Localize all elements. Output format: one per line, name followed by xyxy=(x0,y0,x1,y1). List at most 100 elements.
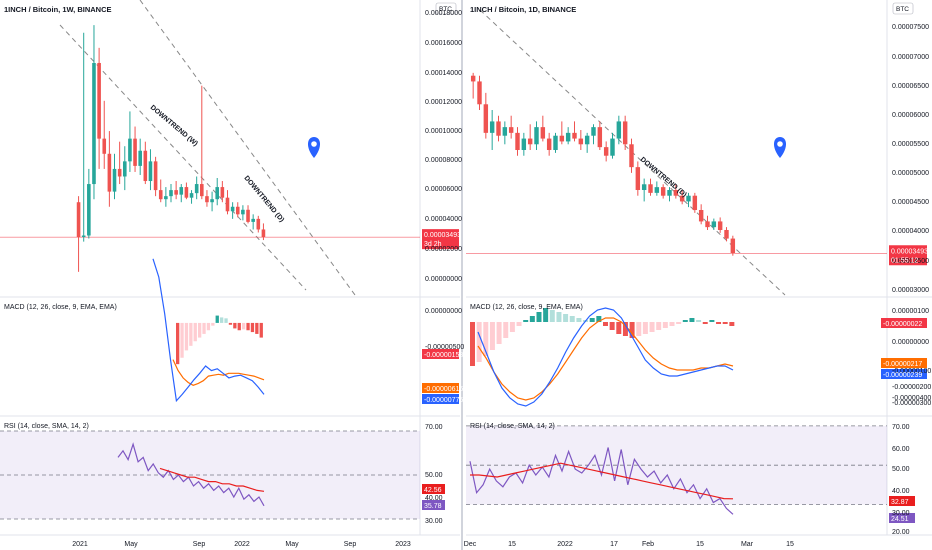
macd-value-badge xyxy=(881,318,927,328)
macd-signal-line xyxy=(172,359,265,386)
chart-title: 1INCH / Bitcoin, 1W, BINANCE xyxy=(4,5,112,14)
macd-histogram-bar xyxy=(496,322,502,344)
candle xyxy=(686,195,691,202)
rsi-axis-label: 50.00 xyxy=(425,472,443,479)
candle xyxy=(654,187,660,193)
candle xyxy=(194,184,199,194)
macd-histogram-bar xyxy=(729,322,735,326)
candle xyxy=(489,121,495,133)
macd-histogram-bar xyxy=(228,322,233,325)
candle xyxy=(635,167,641,190)
macd-histogram-bar xyxy=(576,318,582,322)
macd-histogram-bar xyxy=(259,322,263,338)
price-axis-label: 0.00002000 xyxy=(425,246,462,253)
candle xyxy=(578,138,584,145)
macd-value: -0.00000158 xyxy=(424,352,463,359)
price-axis-label: 0.00007000 xyxy=(892,54,929,61)
macd-histogram-bar xyxy=(255,322,259,334)
candle xyxy=(158,190,163,200)
candle xyxy=(235,206,240,215)
macd-histogram-bar xyxy=(669,322,675,326)
time-axis-label: Dec xyxy=(464,541,477,548)
price-axis-label: 0.00004000 xyxy=(892,228,929,235)
location-pin-icon[interactable] xyxy=(307,137,321,158)
macd-histogram-bar xyxy=(189,322,193,346)
candle xyxy=(241,209,245,215)
currency-badge[interactable] xyxy=(435,2,457,15)
macd-histogram-bar xyxy=(237,322,241,331)
macd-axis-label: -0.00000300 xyxy=(892,400,931,407)
macd-histogram-bar xyxy=(563,314,569,322)
macd-histogram-bar xyxy=(603,322,608,326)
candle xyxy=(679,195,685,202)
time-axis-label: Sep xyxy=(193,541,206,548)
macd-histogram-bar xyxy=(716,322,722,324)
time-axis-label: 17 xyxy=(610,541,618,548)
location-pin-dot xyxy=(777,141,783,147)
macd-histogram-bar xyxy=(180,322,184,358)
macd-histogram-bar xyxy=(176,322,180,365)
macd-histogram-bar xyxy=(609,322,615,330)
price-axis-label: 0.00005000 xyxy=(892,170,929,177)
rsi-line xyxy=(469,447,734,515)
candle xyxy=(246,209,250,222)
time-axis-label: 15 xyxy=(696,541,704,548)
macd-histogram-bar xyxy=(242,322,246,330)
rsi-axis-label: 40.00 xyxy=(892,488,910,495)
rsi-axis-label: 30.00 xyxy=(892,510,910,517)
macd-signal-line xyxy=(477,317,734,401)
macd-value: -0.00000239 xyxy=(883,372,922,379)
currency-badge[interactable] xyxy=(892,2,914,15)
price-axis-label: 0.00006500 xyxy=(892,83,929,90)
rsi-line xyxy=(117,442,265,507)
candle xyxy=(122,161,127,177)
macd-histogram-bar xyxy=(556,312,562,322)
macd-histogram-bar xyxy=(676,322,682,324)
macd-histogram-bar xyxy=(596,316,602,322)
macd-histogram-bar xyxy=(202,322,206,334)
candle xyxy=(138,150,142,166)
candle xyxy=(169,190,173,197)
macd-histogram-bar xyxy=(543,308,549,322)
bar-countdown: 3d 2h xyxy=(424,241,442,248)
macd-value-badge xyxy=(422,349,459,359)
time-axis-label: Sep xyxy=(344,541,357,548)
candle xyxy=(730,238,736,254)
time-axis-label: 2021 xyxy=(72,541,88,548)
price-axis-label: 0.00000000 xyxy=(425,276,462,283)
macd-histogram-bar xyxy=(523,320,529,322)
macd-value: -0.00000616 xyxy=(424,386,463,393)
macd-histogram-bar xyxy=(470,322,475,366)
macd-histogram-bar xyxy=(489,322,495,350)
price-axis-label: 0.00006000 xyxy=(892,112,929,119)
macd-histogram-bar xyxy=(636,322,642,336)
macd-value: -0.00000217 xyxy=(883,361,922,368)
candle xyxy=(597,127,603,148)
macd-histogram-bar xyxy=(696,320,702,322)
candle xyxy=(534,127,539,145)
rsi-ma-line xyxy=(470,462,734,500)
candle xyxy=(179,187,184,195)
candle xyxy=(220,187,225,198)
macd-axis-label: 0.00000100 xyxy=(892,308,929,315)
candle xyxy=(667,190,672,196)
macd-histogram-bar xyxy=(642,322,648,334)
candle xyxy=(660,187,666,196)
candle xyxy=(230,206,235,212)
candle xyxy=(508,127,514,133)
candle xyxy=(133,138,137,166)
price-axis-label: 0.00005500 xyxy=(892,141,929,148)
candle xyxy=(251,218,255,222)
rsi-value-badge xyxy=(422,500,445,510)
rsi-axis-label: 70.00 xyxy=(425,424,443,431)
macd-title: MACD (12, 26, close, 9, EMA, EMA) xyxy=(4,304,117,311)
candle xyxy=(76,202,81,238)
time-axis-label: May xyxy=(124,541,138,548)
macd-axis-label: -0.00000200 xyxy=(892,384,931,391)
currency-badge-label: BTC xyxy=(896,6,909,13)
macd-value-badge xyxy=(422,383,459,393)
macd-histogram-bar xyxy=(682,320,688,322)
macd-histogram-bar xyxy=(722,322,728,324)
location-pin-icon[interactable] xyxy=(773,137,787,158)
candle xyxy=(153,161,158,191)
